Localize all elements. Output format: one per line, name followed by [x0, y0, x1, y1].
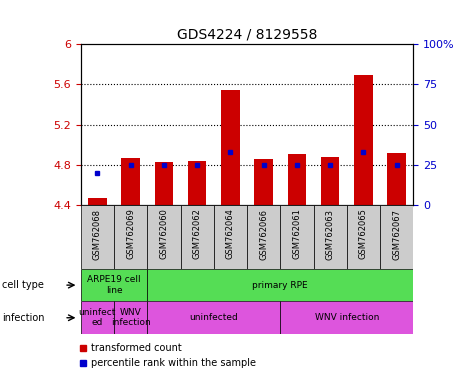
Text: GSM762061: GSM762061	[293, 209, 301, 260]
Bar	[388, 153, 406, 205]
Bar	[280, 301, 413, 334]
Text: GSM762067: GSM762067	[392, 209, 401, 260]
Text: GSM762062: GSM762062	[193, 209, 201, 260]
Text: GSM762069: GSM762069	[126, 209, 135, 260]
Bar	[88, 199, 106, 205]
Bar	[214, 205, 247, 269]
Bar	[288, 154, 306, 205]
Bar	[221, 89, 239, 205]
Bar	[114, 205, 147, 269]
Bar	[354, 75, 372, 205]
Bar	[255, 159, 273, 205]
Bar	[321, 157, 339, 205]
Text: GSM762068: GSM762068	[93, 209, 102, 260]
Text: GSM762063: GSM762063	[326, 209, 334, 260]
Text: GSM762065: GSM762065	[359, 209, 368, 260]
Bar	[81, 205, 114, 269]
Bar	[188, 161, 206, 205]
Bar	[81, 269, 147, 301]
Bar	[347, 205, 380, 269]
Text: uninfect
ed: uninfect ed	[79, 308, 116, 328]
Bar	[380, 205, 413, 269]
Text: percentile rank within the sample: percentile rank within the sample	[91, 358, 256, 368]
Text: transformed count: transformed count	[91, 343, 182, 353]
Text: GSM762060: GSM762060	[160, 209, 168, 260]
Bar	[147, 301, 280, 334]
Title: GDS4224 / 8129558: GDS4224 / 8129558	[177, 28, 317, 41]
Bar	[147, 269, 413, 301]
Text: cell type: cell type	[2, 280, 44, 290]
Text: WNV infection: WNV infection	[314, 313, 379, 322]
Text: ARPE19 cell
line: ARPE19 cell line	[87, 275, 141, 295]
Text: infection: infection	[2, 313, 45, 323]
Text: primary RPE: primary RPE	[252, 281, 308, 290]
Bar	[122, 158, 140, 205]
Bar	[180, 205, 214, 269]
Text: uninfected: uninfected	[190, 313, 238, 322]
Text: GSM762066: GSM762066	[259, 209, 268, 260]
Bar	[147, 205, 180, 269]
Bar	[81, 301, 114, 334]
Bar	[314, 205, 347, 269]
Text: WNV
infection: WNV infection	[111, 308, 151, 328]
Bar	[247, 205, 280, 269]
Bar	[155, 162, 173, 205]
Bar	[280, 205, 314, 269]
Text: GSM762064: GSM762064	[226, 209, 235, 260]
Bar	[114, 301, 147, 334]
